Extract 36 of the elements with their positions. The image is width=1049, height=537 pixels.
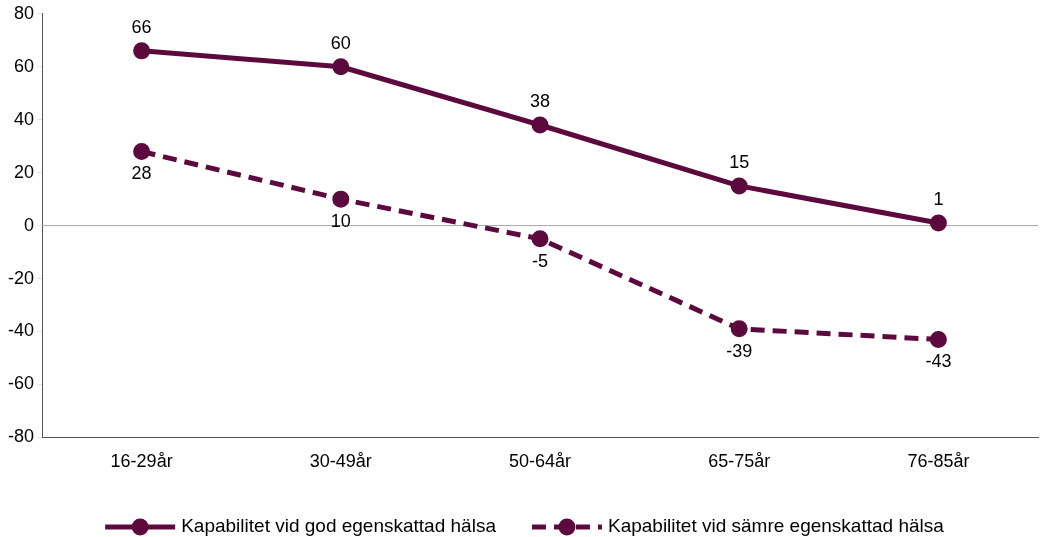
y-tick-label: 0 — [24, 214, 35, 235]
point — [133, 142, 151, 160]
y-tick-label: -40 — [8, 320, 35, 341]
x-tick-label: 30-49år — [309, 451, 372, 472]
x-tick-label: 50-64år — [508, 451, 572, 472]
data-label: -39 — [726, 340, 753, 361]
y-tick-label: 80 — [13, 2, 35, 23]
y-tick-label: 60 — [13, 55, 35, 76]
x-tick-label: 16-29år — [110, 451, 173, 472]
data-label: 10 — [330, 211, 351, 232]
y-tick-label: -80 — [8, 426, 35, 447]
point — [332, 58, 350, 76]
data-label: 1 — [933, 188, 944, 209]
y-tick-label: 20 — [13, 161, 35, 182]
y-tick-label: -20 — [8, 267, 35, 288]
point — [332, 190, 350, 208]
data-label: 66 — [131, 16, 152, 37]
data-label: 38 — [529, 90, 551, 111]
data-label: 60 — [330, 32, 351, 53]
point — [531, 230, 549, 248]
point — [929, 330, 947, 348]
y-tick-label: -60 — [8, 373, 35, 394]
data-label: -43 — [925, 351, 952, 372]
y-tick-label: 40 — [13, 108, 35, 129]
point — [730, 177, 748, 195]
point — [929, 214, 947, 232]
data-label: 28 — [131, 163, 152, 184]
legend-label: Kapabilitet vid sämre egenskattad hälsa — [607, 515, 945, 537]
legend-label: Kapabilitet vid god egenskattad hälsa — [181, 515, 497, 537]
point — [730, 320, 748, 338]
x-tick-label: 65-75år — [708, 451, 771, 472]
data-label: -5 — [532, 250, 549, 271]
data-label: 15 — [729, 151, 750, 172]
point — [531, 116, 549, 134]
point — [133, 42, 151, 60]
x-tick-label: 76-85år — [907, 451, 970, 472]
